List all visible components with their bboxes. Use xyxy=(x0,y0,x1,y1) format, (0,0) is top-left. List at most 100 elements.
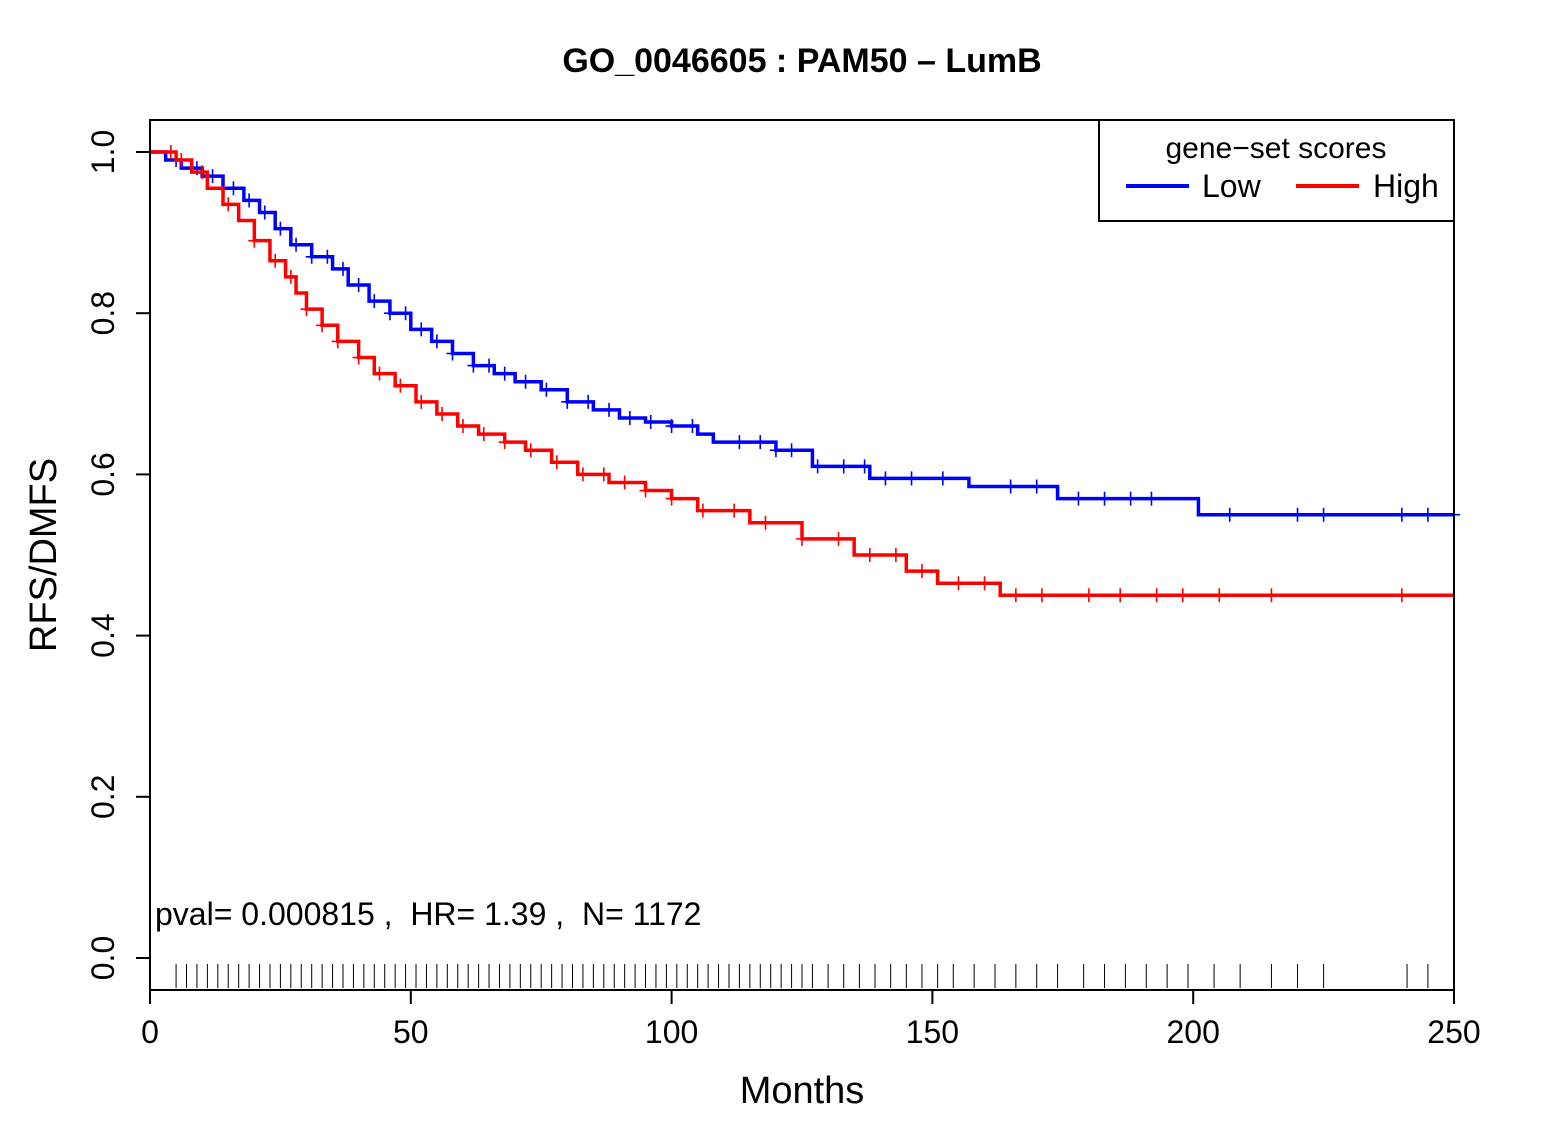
censor-mark xyxy=(483,358,496,373)
censor-mark xyxy=(1030,479,1043,494)
censor-mark xyxy=(936,471,949,486)
censor-mark xyxy=(644,415,657,430)
censor-mark xyxy=(978,576,991,591)
y-tick-label: 0.8 xyxy=(85,291,121,335)
censor-mark xyxy=(368,294,381,309)
censor-mark xyxy=(665,419,678,434)
x-tick-label: 150 xyxy=(906,1014,959,1050)
censor-mark xyxy=(540,382,553,397)
x-tick-label: 250 xyxy=(1427,1014,1480,1050)
legend-label-high: High xyxy=(1373,168,1439,204)
censor-mark xyxy=(284,269,297,284)
censor-mark xyxy=(1421,507,1434,522)
censor-mark xyxy=(274,221,287,236)
censor-mark xyxy=(754,435,767,450)
censor-mark xyxy=(785,443,798,458)
censor-mark xyxy=(430,334,443,349)
censor-mark xyxy=(1004,479,1017,494)
censor-mark xyxy=(519,374,532,389)
censor-mark xyxy=(498,366,511,381)
censor-mark xyxy=(597,467,610,482)
censor-mark xyxy=(550,455,563,470)
censor-mark xyxy=(837,459,850,474)
censor-mark xyxy=(576,467,589,482)
censor-mark xyxy=(446,346,459,361)
censor-mark xyxy=(352,277,365,292)
censor-mark xyxy=(1317,507,1330,522)
censor-mark xyxy=(879,471,892,486)
chart-title: GO_0046605 : PAM50 – LumB xyxy=(562,42,1041,80)
y-tick-label: 0.4 xyxy=(85,613,121,657)
censor-mark xyxy=(524,443,537,458)
censor-mark xyxy=(227,181,240,196)
legend-title: gene−set scores xyxy=(1166,132,1387,165)
censor-mark xyxy=(1395,588,1408,603)
x-tick-label: 200 xyxy=(1167,1014,1220,1050)
censor-mark xyxy=(618,475,631,490)
y-axis-label: RFS/DMFS xyxy=(23,458,65,652)
series-high xyxy=(150,145,1454,603)
censor-mark xyxy=(863,548,876,562)
x-axis-label: Months xyxy=(740,1070,865,1112)
censor-mark xyxy=(686,419,699,434)
censor-mark xyxy=(321,249,334,264)
censor-mark xyxy=(665,491,678,506)
plot-frame xyxy=(149,119,1455,991)
censor-mark xyxy=(1009,588,1022,603)
censor-mark xyxy=(1035,588,1048,603)
censor-mark xyxy=(316,318,329,333)
censor-mark xyxy=(796,531,808,546)
censor-mark xyxy=(467,358,480,373)
series-low xyxy=(150,150,1460,522)
censor-mark xyxy=(582,394,595,409)
censor-mark xyxy=(498,435,511,450)
censor-mark xyxy=(1291,507,1304,522)
censor-mark xyxy=(811,459,824,474)
censor-mark xyxy=(394,378,407,393)
censor-mark xyxy=(1082,588,1095,603)
y-tick-label: 0.6 xyxy=(85,452,121,496)
censor-mark xyxy=(1213,588,1226,603)
censor-mark xyxy=(243,193,256,208)
censor-mark xyxy=(1265,588,1278,603)
censor-mark xyxy=(858,459,871,474)
y-tick-label: 0.0 xyxy=(85,936,121,980)
censor-mark xyxy=(175,153,188,168)
axes: 0 50 100 150 200 250 0.0 0.2 0.4 0.6 0.8 1.0 xyxy=(85,130,1481,1050)
x-tick-label: 50 xyxy=(393,1014,429,1050)
censor-mark xyxy=(164,145,177,159)
censor-mark xyxy=(258,205,271,220)
survival-curve-high xyxy=(150,150,1454,598)
censor-mark xyxy=(1124,491,1137,506)
censor-mark xyxy=(436,406,449,421)
censor-mark xyxy=(269,253,282,268)
censor-mark xyxy=(728,503,741,518)
y-tick-label: 1.0 xyxy=(85,130,121,174)
censor-mark xyxy=(759,515,772,530)
censor-mark xyxy=(1223,507,1236,522)
stats-annotation: pval= 0.000815 , HR= 1.39 , N= 1172 xyxy=(155,896,701,932)
censor-mark xyxy=(222,197,235,212)
y-tick-label: 0.2 xyxy=(85,775,121,819)
censor-mark xyxy=(373,366,386,381)
x-tick-label: 100 xyxy=(645,1014,698,1050)
censor-mark xyxy=(889,548,902,562)
censor-mark xyxy=(639,483,652,498)
censor-mark xyxy=(477,427,490,442)
censor-mark xyxy=(196,165,209,180)
rug xyxy=(175,964,1455,988)
censor-mark xyxy=(733,435,746,450)
censor-mark xyxy=(603,402,616,417)
censor-mark xyxy=(399,306,412,321)
censor-mark xyxy=(769,443,782,458)
legend: gene−set scores Low High xyxy=(1098,119,1455,222)
censor-mark xyxy=(415,394,428,409)
plot-area xyxy=(150,145,1460,988)
censor-mark xyxy=(290,237,303,252)
censor-mark xyxy=(331,334,344,349)
censor-mark xyxy=(1176,588,1189,603)
legend-box xyxy=(1098,119,1455,222)
censor-mark xyxy=(336,261,349,276)
censor-mark xyxy=(300,302,313,317)
